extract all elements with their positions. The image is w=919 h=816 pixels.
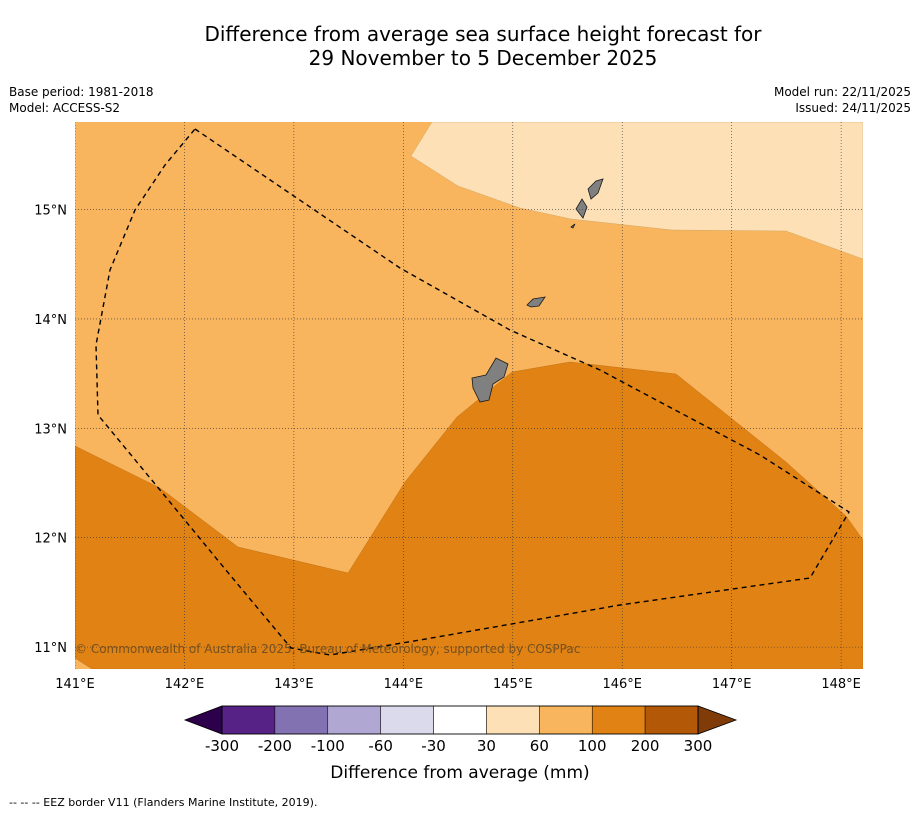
lon-label: 145°E — [493, 677, 533, 692]
colorbar-cell — [327, 705, 381, 735]
colorbar-under-arrow — [183, 705, 223, 735]
lon-label: 143°E — [274, 677, 314, 692]
lon-label: 142°E — [165, 677, 205, 692]
graticule — [75, 122, 863, 669]
islands — [471, 178, 604, 403]
meta-right: Model run: 22/11/2025 Issued: 24/11/2025 — [774, 84, 911, 116]
meta-left: Base period: 1981-2018 Model: ACCESS-S2 — [9, 84, 154, 116]
colorbar-tick-label: -200 — [258, 737, 292, 755]
island-rota — [526, 296, 546, 308]
colorbar-cell — [433, 705, 487, 735]
map-figure: © Commonwealth of Australia 2025, Bureau… — [34, 122, 863, 783]
colorbar-tick-label: -100 — [311, 737, 345, 755]
colorbar-cell — [539, 705, 593, 735]
lat-label: 12°N — [34, 532, 67, 547]
title-line-2: 29 November to 5 December 2025 — [308, 46, 658, 70]
colorbar-cell — [274, 705, 329, 735]
lon-label: 148°E — [821, 677, 861, 692]
colorbar-cell — [221, 705, 276, 735]
longitude-labels: 141°E 142°E 143°E 144°E 145°E 146°E 147°E 148°E — [55, 677, 861, 692]
band-30-60 — [410, 122, 863, 260]
lon-label: 147°E — [712, 677, 752, 692]
colorbar-tick-label: -60 — [368, 737, 393, 755]
colorbar-cell — [380, 705, 434, 735]
lat-label: 13°N — [34, 422, 67, 437]
island-aguijan — [570, 223, 576, 229]
colorbar-title: Difference from average (mm) — [330, 763, 589, 783]
island-guam — [471, 357, 509, 403]
colorbar-frame — [221, 705, 699, 735]
colorbar-tick-label: 200 — [631, 737, 660, 755]
map-plot-area: © Commonwealth of Australia 2025, Bureau… — [75, 122, 863, 669]
colorbar-tick-label: 60 — [530, 737, 549, 755]
colorbar-cell — [591, 705, 646, 735]
lon-label: 146°E — [602, 677, 642, 692]
colorbar-cell — [486, 705, 540, 735]
issued-date: Issued: 24/11/2025 — [795, 101, 911, 115]
lat-label: 15°N — [34, 204, 67, 219]
model-name: Model: ACCESS-S2 — [9, 101, 121, 115]
lon-label: 141°E — [55, 677, 95, 692]
latitude-labels: 15°N 14°N 13°N 12°N 11°N — [34, 204, 67, 657]
base-period: Base period: 1981-2018 — [9, 85, 154, 99]
lon-label: 144°E — [384, 677, 424, 692]
colorbar-tick-label: 100 — [578, 737, 607, 755]
title-line-1: Difference from average sea surface heig… — [204, 22, 762, 46]
band-100-200 — [75, 361, 863, 669]
copyright-notice: © Commonwealth of Australia 2025, Bureau… — [75, 642, 580, 656]
island-tinian — [575, 198, 588, 219]
lat-label: 11°N — [34, 641, 67, 656]
colorbar-cell — [644, 705, 699, 735]
colorbar-tick-labels: -300 -200 -100 -60 -30 30 60 100 200 300 — [205, 737, 712, 755]
island-saipan — [587, 178, 604, 200]
lat-label: 14°N — [34, 313, 67, 328]
eez-footnote: -- -- -- EEZ border V11 (Flanders Marine… — [9, 796, 318, 809]
colorbar-tick-label: 300 — [684, 737, 713, 755]
map-title: Difference from average sea surface heig… — [0, 22, 919, 70]
colorbar-tick-label: -30 — [421, 737, 446, 755]
colorbar-tick-label: -300 — [205, 737, 239, 755]
colorbar-over-arrow — [697, 705, 738, 735]
model-run: Model run: 22/11/2025 — [773, 85, 911, 99]
colorbar-tick-label: 30 — [477, 737, 496, 755]
colorbar: -300 -200 -100 -60 -30 30 60 100 200 300 Differen… — [183, 705, 738, 783]
colorbar-cells — [221, 705, 699, 735]
